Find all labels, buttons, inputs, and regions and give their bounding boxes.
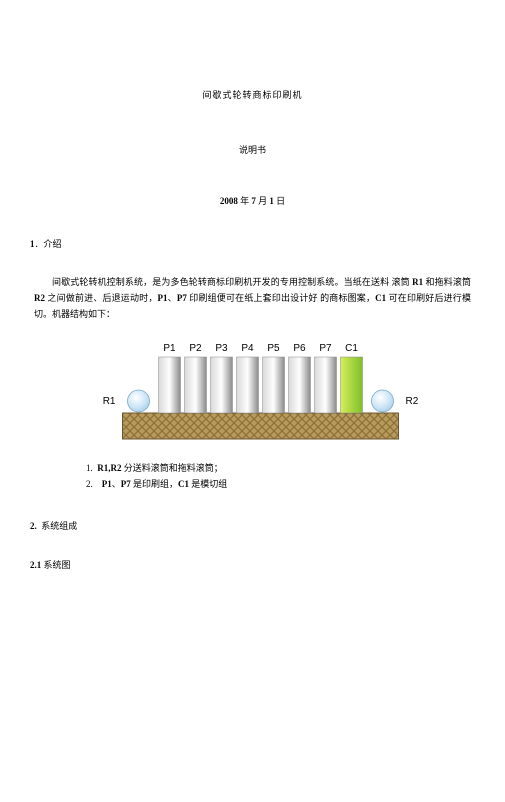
date-line: 2008 年 7 月 1 日 (30, 194, 475, 207)
para-text: 之间做前进、后退运动时， (45, 293, 158, 303)
para-r1: R1 (412, 277, 423, 287)
svg-text:P5: P5 (267, 343, 280, 354)
doc-subtitle: 说明书 (30, 143, 475, 156)
section-label: 系统图 (41, 560, 70, 570)
doc-title: 间歇式轮转商标印刷机 (30, 88, 475, 101)
date-txt: 年 (238, 196, 252, 206)
section-dot: ． (35, 239, 44, 249)
svg-text:P6: P6 (293, 343, 306, 354)
svg-text:C1: C1 (345, 343, 358, 354)
list-text: 是模切组 (189, 479, 227, 489)
para-p7: P7 (177, 293, 187, 303)
svg-text:R2: R2 (406, 396, 419, 407)
para-r2: R2 (34, 293, 45, 303)
section-num: 2. (30, 521, 37, 531)
date-year: 2008 (220, 196, 238, 206)
section-label: 介绍 (44, 239, 62, 249)
list-bold: P7 (121, 479, 131, 489)
para-text: 、 (168, 293, 177, 303)
section-2-heading: 2. 系统组成 (30, 519, 475, 532)
list-bold: R1,R2 (97, 463, 121, 473)
para-text: 和拖料滚筒 (423, 277, 471, 287)
date-txt: 日 (274, 196, 285, 206)
list-bold: P1 (102, 479, 112, 489)
section-label: 系统组成 (41, 521, 77, 531)
list-bold: C1 (178, 479, 189, 489)
list-text: 、 (112, 479, 121, 489)
svg-text:P2: P2 (189, 343, 202, 354)
notes-list: 1. R1,R2 分送料滚筒和拖料滚筒； 2. P1、P7 是印刷组，C1 是模… (30, 461, 475, 492)
svg-text:P4: P4 (241, 343, 254, 354)
list-text: 是印刷组， (131, 479, 178, 489)
para-text: 印刷组便可在纸上套印出设计好 的商标图案， (187, 293, 375, 303)
section-2-1-heading: 2.1 系统图 (30, 558, 475, 571)
list-num: 2. (86, 479, 93, 489)
list-text: 分送料滚筒和拖料滚筒； (122, 463, 223, 473)
para-text: 间歇式轮转机控制系统，是为多色轮转商标印刷机开发的专用控制系统。当纸在送料 滚筒 (52, 277, 412, 287)
svg-text:P1: P1 (163, 343, 176, 354)
svg-text:P7: P7 (319, 343, 332, 354)
list-num: 1. (86, 463, 93, 473)
section-1-heading: 1．介绍 (30, 237, 475, 250)
diagram-svg: P1 P2 P3 P4 P5 P6 P7 C1 R1 R2 (30, 339, 475, 449)
date-txt: 月 (256, 196, 270, 206)
svg-text:R1: R1 (103, 396, 116, 407)
list-item-1: 1. R1,R2 分送料滚筒和拖料滚筒； (86, 461, 475, 475)
para-c1: C1 (375, 293, 386, 303)
section-num: 2.1 (30, 560, 41, 570)
list-item-2: 2. P1、P7 是印刷组，C1 是模切组 (86, 477, 475, 491)
intro-paragraph: 间歇式轮转机控制系统，是为多色轮转商标印刷机开发的专用控制系统。当纸在送料 滚筒… (30, 274, 475, 323)
para-p1: P1 (158, 293, 168, 303)
machine-diagram: P1 P2 P3 P4 P5 P6 P7 C1 R1 R2 (30, 339, 475, 449)
svg-text:P3: P3 (215, 343, 228, 354)
